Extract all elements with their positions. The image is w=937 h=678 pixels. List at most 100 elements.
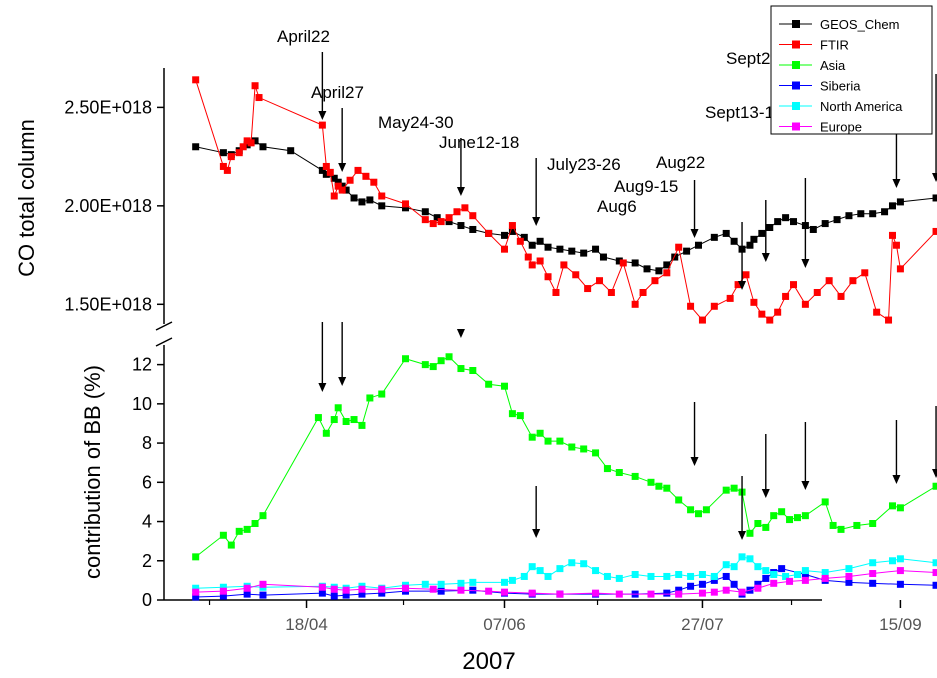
bb-data-point: [544, 572, 552, 580]
annotation-label: Aug22: [656, 153, 705, 172]
bb-data-point: [722, 561, 730, 569]
co-data-point: [857, 210, 865, 218]
arrow-head: [801, 259, 810, 268]
bb-arrow: [801, 422, 810, 490]
co-data-point: [671, 253, 679, 261]
bb-data-point: [437, 357, 445, 365]
bb-data-point: [366, 394, 374, 402]
bb-data-point: [243, 525, 251, 533]
annotation: Aug9-15: [614, 177, 770, 262]
co-data-point: [849, 277, 857, 285]
bb-data-point: [675, 571, 683, 578]
bb-data-point: [457, 365, 465, 373]
bb-data-point: [770, 571, 778, 578]
arrow-head: [690, 457, 699, 466]
bb-data-point: [500, 588, 508, 596]
arrow-head: [338, 163, 347, 172]
bottom-y-tick-label: 0: [142, 590, 152, 610]
co-data-point: [330, 174, 338, 182]
bb-data-point: [675, 586, 683, 594]
bb-data-point: [615, 574, 623, 582]
co-data-point: [338, 186, 346, 194]
annotation-label: July23-26: [547, 155, 621, 174]
series-line: [195, 356, 937, 558]
co-data-point: [192, 143, 200, 151]
bb-data-point: [754, 580, 762, 588]
co-data-point: [896, 198, 904, 206]
co-data-point: [782, 292, 790, 300]
co-data-point: [520, 233, 528, 241]
co-data-point: [888, 202, 896, 210]
bb-data-point: [330, 592, 338, 600]
annotation: April22: [277, 27, 330, 120]
bb-arrow: [738, 476, 747, 540]
annotation-label: Sept13-15: [705, 103, 783, 122]
co-data-point: [710, 302, 718, 310]
annotation: July23-26: [547, 155, 699, 238]
co-data-point: [572, 271, 580, 279]
series-ftir: [192, 76, 937, 324]
bb-data-point: [437, 580, 445, 588]
bb-data-point: [219, 583, 227, 591]
bb-data-point: [778, 508, 786, 516]
co-data-point: [485, 229, 493, 237]
co-data-point: [774, 218, 782, 226]
co-data-point: [287, 147, 295, 155]
bb-data-point: [631, 472, 639, 480]
co-data-point: [500, 245, 508, 253]
bb-data-point: [378, 585, 386, 593]
annotation: Aug22: [656, 153, 810, 268]
co-data-point: [568, 247, 576, 255]
bb-data-point: [730, 484, 738, 492]
bb-data-point: [687, 572, 695, 580]
co-data-point: [722, 229, 730, 237]
bb-data-point: [722, 486, 730, 494]
bb-data-point: [655, 482, 663, 490]
legend-marker: [792, 102, 800, 110]
bb-arrow: [932, 406, 937, 478]
x-tick-label: 18/04: [285, 615, 328, 634]
bb-data-point: [631, 571, 639, 578]
bb-data-point: [402, 355, 410, 363]
arrow-head: [318, 383, 327, 392]
bb-data-point: [429, 585, 437, 593]
bb-data-point: [358, 421, 366, 429]
arrow-head: [761, 489, 770, 498]
co-data-point: [892, 241, 900, 249]
bb-data-point: [378, 589, 386, 597]
co-data-point: [544, 243, 552, 251]
co-data-point: [421, 208, 429, 216]
legend-marker: [792, 122, 800, 131]
co-data-point: [560, 261, 568, 269]
co-data-point: [730, 237, 738, 245]
co-data-point: [223, 166, 231, 174]
annotation-label: June12-18: [439, 133, 519, 152]
bb-data-point: [358, 585, 366, 593]
co-data-point: [687, 302, 695, 310]
annotation-label: Sept24: [726, 49, 780, 68]
bottom-y-tick-label: 12: [132, 355, 152, 375]
co-data-point: [694, 241, 702, 249]
bb-data-point: [829, 521, 837, 529]
co-data-point: [402, 204, 410, 212]
co-data-point: [469, 225, 477, 233]
co-data-point: [663, 269, 671, 277]
co-data-point: [342, 186, 350, 194]
bb-data-point: [520, 572, 528, 580]
bottom-y-axis-title: contribution of BB (%): [80, 365, 105, 579]
co-data-point: [437, 218, 445, 226]
co-data-point: [255, 94, 263, 102]
co-data-point: [251, 137, 259, 145]
arrow-head: [532, 217, 541, 226]
co-data-point: [552, 288, 560, 296]
bb-data-point: [318, 589, 326, 597]
co-data-point: [766, 316, 774, 324]
bb-data-point: [556, 437, 564, 445]
co-data-point: [734, 281, 742, 289]
bottom-y-tick-label: 2: [142, 551, 152, 571]
tick-marks: [157, 106, 902, 608]
co-data-point: [402, 200, 410, 208]
annotation: Aug6: [597, 197, 747, 290]
co-data-point: [932, 194, 937, 202]
arrow-head: [338, 377, 347, 386]
